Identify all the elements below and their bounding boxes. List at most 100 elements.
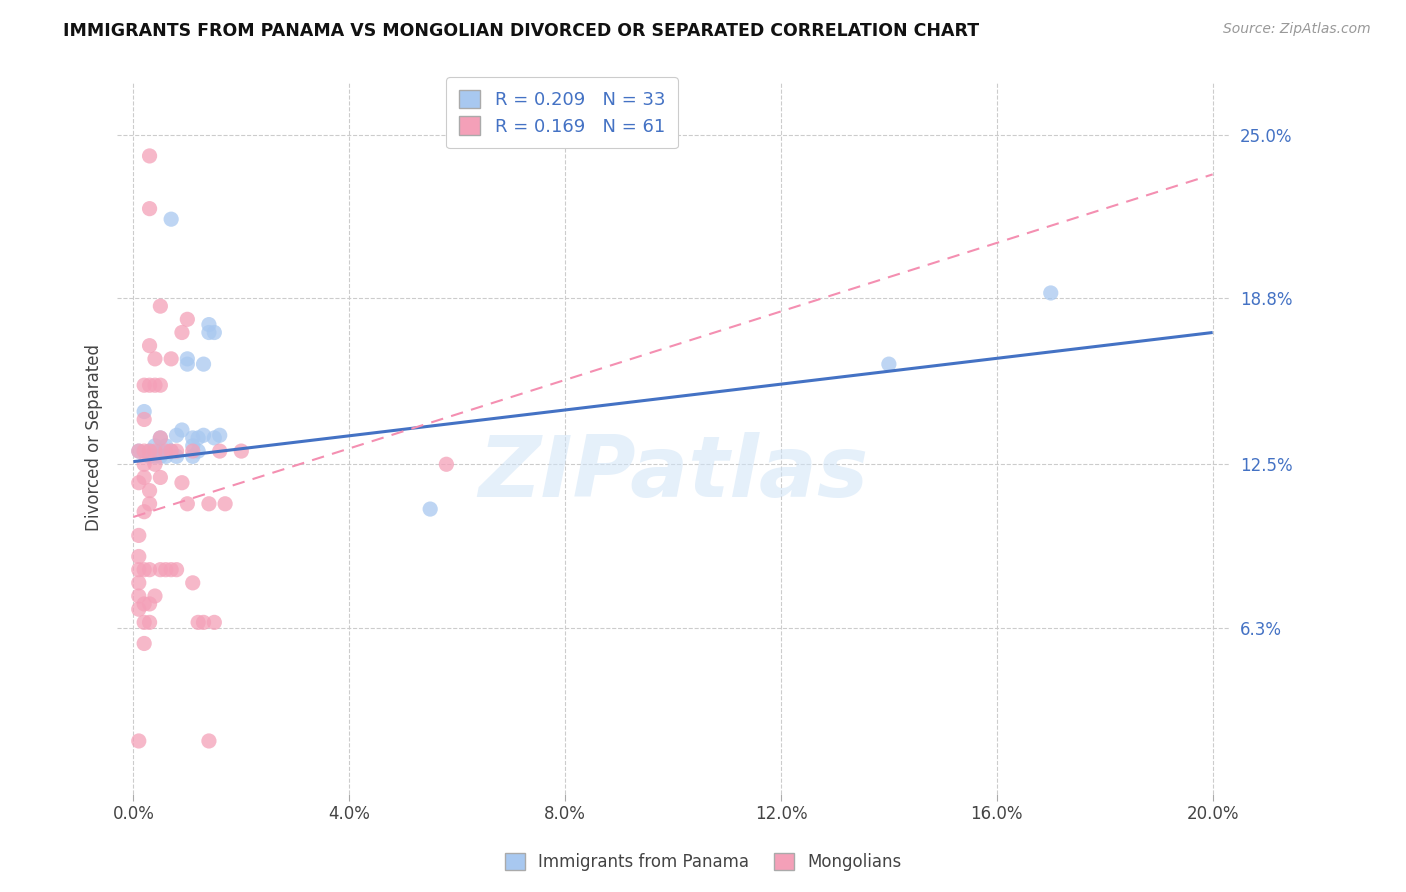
Point <box>143 351 166 366</box>
Point <box>166 444 188 458</box>
Point <box>202 431 225 445</box>
Point <box>134 378 156 392</box>
Point <box>170 326 193 340</box>
Point <box>128 589 150 603</box>
Point <box>138 450 160 464</box>
Point <box>193 357 215 371</box>
Point <box>138 615 160 630</box>
Text: ZIPatlas: ZIPatlas <box>478 432 868 515</box>
Point <box>128 444 150 458</box>
Y-axis label: Divorced or Separated: Divorced or Separated <box>86 344 103 532</box>
Point <box>214 497 236 511</box>
Point <box>128 528 150 542</box>
Point <box>434 457 457 471</box>
Point <box>134 615 156 630</box>
Point <box>128 602 150 616</box>
Point <box>128 444 150 458</box>
Point <box>181 444 204 458</box>
Point <box>134 412 156 426</box>
Point <box>202 615 225 630</box>
Point <box>187 431 209 445</box>
Point <box>198 497 221 511</box>
Point <box>155 450 177 464</box>
Point <box>149 470 172 484</box>
Point <box>166 563 188 577</box>
Point <box>176 312 198 326</box>
Point <box>134 636 156 650</box>
Point <box>134 505 156 519</box>
Point <box>1039 285 1062 300</box>
Point <box>149 563 172 577</box>
Point <box>231 444 253 458</box>
Point <box>181 431 204 445</box>
Point <box>149 444 172 458</box>
Point <box>143 457 166 471</box>
Point <box>143 450 166 464</box>
Point <box>149 450 172 464</box>
Point <box>138 597 160 611</box>
Point <box>170 475 193 490</box>
Point <box>193 428 215 442</box>
Point <box>138 563 160 577</box>
Point <box>155 563 177 577</box>
Point <box>143 378 166 392</box>
Point <box>138 339 160 353</box>
Point <box>128 549 150 564</box>
Point <box>160 351 183 366</box>
Text: IMMIGRANTS FROM PANAMA VS MONGOLIAN DIVORCED OR SEPARATED CORRELATION CHART: IMMIGRANTS FROM PANAMA VS MONGOLIAN DIVO… <box>63 22 980 40</box>
Point <box>128 563 150 577</box>
Point <box>155 444 177 458</box>
Point <box>181 439 204 453</box>
Point <box>149 378 172 392</box>
Point <box>187 444 209 458</box>
Point <box>143 589 166 603</box>
Point <box>138 444 160 458</box>
Point <box>176 357 198 371</box>
Point <box>134 470 156 484</box>
Point <box>187 615 209 630</box>
Point <box>198 318 221 332</box>
Point <box>138 497 160 511</box>
Point <box>176 497 198 511</box>
Point <box>155 439 177 453</box>
Point <box>143 444 166 458</box>
Point <box>134 597 156 611</box>
Point <box>198 734 221 748</box>
Point <box>138 149 160 163</box>
Point <box>128 475 150 490</box>
Point <box>170 423 193 437</box>
Point <box>160 444 183 458</box>
Text: Source: ZipAtlas.com: Source: ZipAtlas.com <box>1223 22 1371 37</box>
Point <box>160 563 183 577</box>
Point <box>419 502 441 516</box>
Point <box>181 575 204 590</box>
Point <box>138 483 160 498</box>
Point <box>149 431 172 445</box>
Point <box>149 299 172 313</box>
Point <box>134 563 156 577</box>
Point <box>198 326 221 340</box>
Point <box>138 378 160 392</box>
Point <box>166 450 188 464</box>
Point <box>134 457 156 471</box>
Point <box>128 575 150 590</box>
Point <box>193 615 215 630</box>
Point <box>128 734 150 748</box>
Point <box>149 431 172 445</box>
Point <box>202 326 225 340</box>
Point <box>143 439 166 453</box>
Point <box>181 450 204 464</box>
Point <box>138 202 160 216</box>
Point <box>176 351 198 366</box>
Legend: R = 0.209   N = 33, R = 0.169   N = 61: R = 0.209 N = 33, R = 0.169 N = 61 <box>446 77 678 148</box>
Legend: Immigrants from Panama, Mongolians: Immigrants from Panama, Mongolians <box>496 845 910 880</box>
Point <box>877 357 900 371</box>
Point <box>160 444 183 458</box>
Point <box>166 428 188 442</box>
Point <box>208 444 231 458</box>
Point <box>160 212 183 227</box>
Point <box>134 444 156 458</box>
Point <box>138 444 160 458</box>
Point <box>208 428 231 442</box>
Point <box>134 404 156 418</box>
